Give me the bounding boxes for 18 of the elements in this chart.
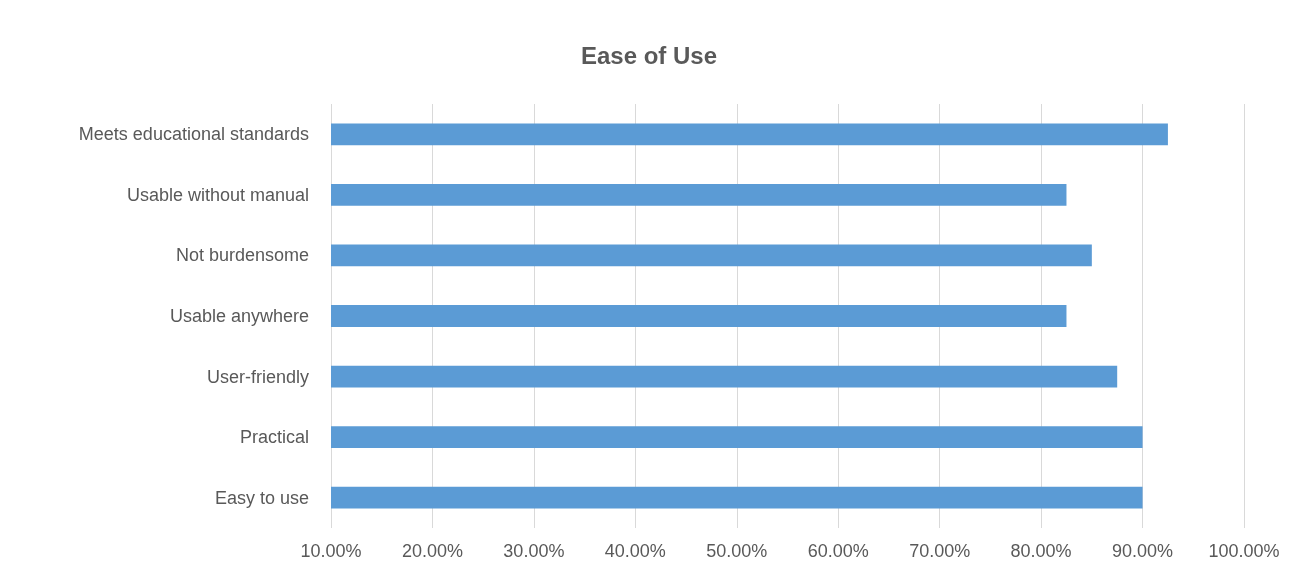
- x-tick-label: 80.00%: [1010, 541, 1072, 561]
- y-tick-label: Easy to use: [214, 487, 309, 508]
- x-tick-label: 70.00%: [909, 541, 971, 561]
- x-tick-label: 60.00%: [807, 541, 869, 561]
- x-tick-label: 50.00%: [706, 541, 768, 561]
- y-tick-label: Usable without manual: [126, 184, 309, 205]
- y-tick-label: Usable anywhere: [169, 306, 309, 326]
- x-tick-label: 30.00%: [503, 541, 565, 561]
- x-tick-label: 40.00%: [604, 541, 666, 561]
- y-tick-label: Not burdensome: [175, 245, 309, 266]
- x-tick-label: 100.00%: [1208, 541, 1280, 561]
- y-tick-label: User-friendly: [206, 366, 309, 387]
- y-tick-label: Practical: [239, 427, 309, 448]
- x-tick-label: 20.00%: [401, 541, 463, 561]
- x-tick-label: 10.00%: [300, 541, 362, 561]
- x-tick-label: 90.00%: [1112, 541, 1174, 561]
- chart-title: Ease of Use: [580, 41, 718, 69]
- y-tick-label: Meets educational standards: [78, 124, 309, 145]
